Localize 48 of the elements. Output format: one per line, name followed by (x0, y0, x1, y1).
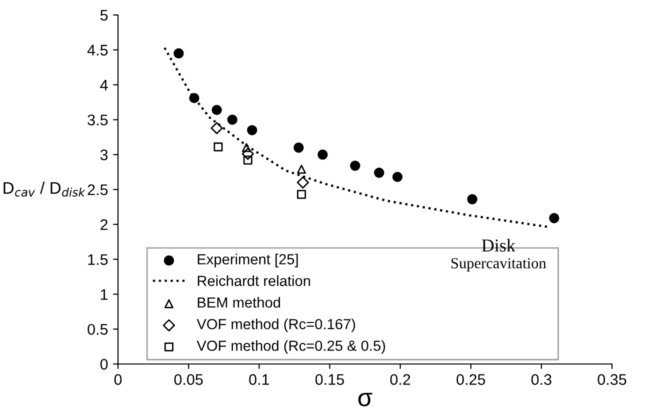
point (214, 142, 223, 152)
legend-label: BEM method (198, 296, 280, 308)
point (392, 172, 403, 182)
point (294, 142, 304, 153)
annotation: Disk (482, 238, 516, 252)
point (227, 114, 238, 125)
point (247, 125, 258, 136)
y-tick-label: 2.5 (88, 184, 108, 196)
point (296, 190, 306, 199)
x-tick-label: 0.25 (456, 374, 486, 385)
point (243, 156, 252, 165)
point (174, 48, 184, 58)
legend-label: VOF method (Rc=0.25 & 0.5) (196, 340, 386, 354)
x-tick-label: 0.15 (315, 374, 344, 385)
y-tick-label: 0 (100, 358, 108, 370)
x-tick-label: 0 (114, 374, 122, 385)
y-tick-label: 1.5 (88, 254, 108, 265)
point (296, 176, 309, 189)
y-tick-label: 5 (100, 10, 108, 21)
x-tick-label: 0.3 (531, 374, 552, 385)
y-tick-label: 1 (100, 289, 108, 300)
y-axis-title: D$_{cav}$ / D$_{disk}$ (4, 182, 86, 197)
point (350, 160, 360, 171)
legend-label: VOF method (Rc=0.167) (196, 318, 356, 332)
point (210, 122, 223, 134)
point (242, 143, 251, 152)
y-tick-label: 0.5 (88, 324, 108, 335)
point (549, 213, 560, 224)
x-tick-label: 0.05 (174, 374, 203, 385)
point (189, 92, 200, 104)
point (318, 150, 328, 160)
point (242, 148, 254, 160)
point (212, 104, 222, 116)
x-axis-title: σ (358, 392, 372, 406)
point (374, 168, 384, 178)
annotation: Supercavitation (451, 258, 546, 272)
legend-label: Experiment [25] (198, 254, 298, 268)
y-tick-label: 4.5 (87, 44, 108, 56)
point (467, 194, 478, 204)
y-tick-label: 3 (100, 149, 108, 160)
y-tick-label: 4 (100, 80, 108, 90)
legend-label: Reichardt relation (198, 275, 310, 286)
y-tick-label: 3.5 (88, 114, 108, 126)
x-tick-label: 0.35 (598, 374, 626, 385)
x-tick-label: 0.2 (390, 374, 410, 385)
point (296, 164, 306, 174)
y-tick-label: 2 (100, 219, 108, 230)
x-tick-label: 0.1 (249, 374, 270, 385)
